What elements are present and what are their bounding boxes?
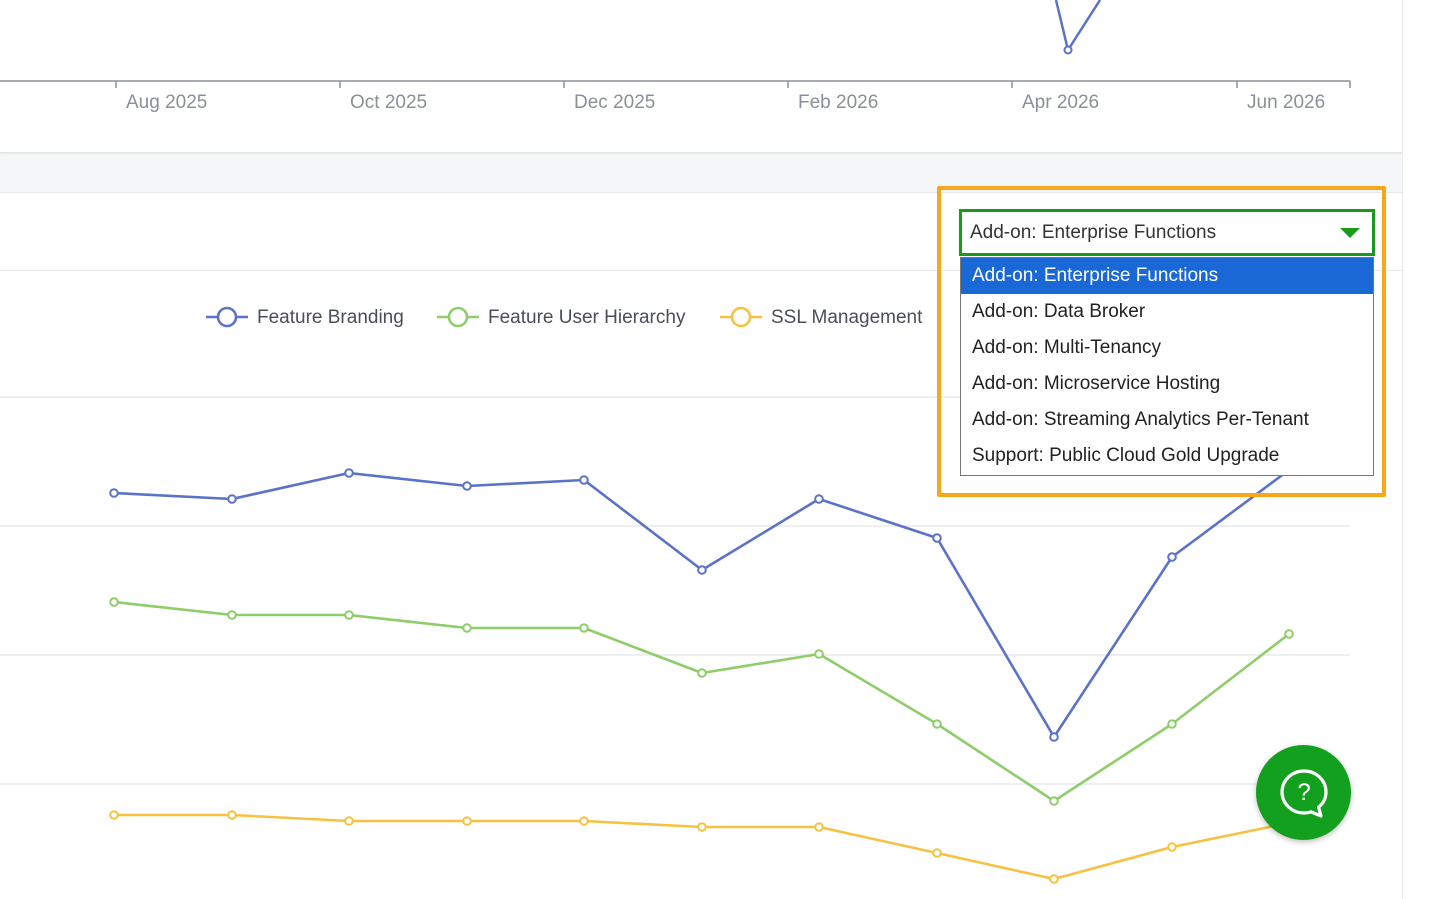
series-point [814,494,824,504]
chart-legend: Feature Branding Feature User Hierarchy SS… [206,306,923,328]
series-point [109,597,119,607]
series-point [697,565,707,575]
series-point [932,848,942,858]
help-chat-icon: ? [1279,768,1328,818]
top-series-point [1063,45,1073,55]
series-point [932,719,942,729]
legend-marker [216,306,238,328]
series-point [814,822,824,832]
series-point [227,494,237,504]
series-point [579,623,589,633]
product-select-value: Add-on: Enterprise Functions [970,221,1217,243]
product-option[interactable]: Add-on: Microservice Hosting [972,373,1221,394]
series-point [1049,732,1059,742]
legend-marker [730,306,752,328]
top-chart-card [0,0,1402,153]
chevron-down-icon[interactable] [1340,228,1360,238]
series-point [227,610,237,620]
product-select[interactable]: Add-on: Enterprise Functions [959,209,1375,256]
series-point [697,668,707,678]
top-x-tick-label: Dec 2025 [574,92,655,113]
series-line [113,600,1290,803]
product-select-options: Add-on: Enterprise Functions Add-on: Data… [960,257,1374,476]
top-series-line [1054,0,1102,54]
top-x-tick-label: Oct 2025 [350,92,427,113]
legend-label: Feature User Hierarchy [488,307,686,328]
series-point [1167,552,1177,562]
top-x-tick-label: Aug 2025 [126,92,207,113]
top-x-tick-label: Feb 2026 [798,92,878,113]
series-point [814,649,824,659]
series-point [462,623,472,633]
series-line [113,468,1290,739]
series-point [579,475,589,485]
legend-label: SSL Management [771,307,923,328]
top-x-ticks: Aug 2025 Oct 2025 Dec 2025 Feb 2026 Apr 2026… [115,81,1351,113]
series-point [344,816,354,826]
series-point [344,610,354,620]
series-point [344,468,354,478]
svg-text:?: ? [1297,779,1310,806]
series-point [1284,629,1294,639]
series-point [1049,874,1059,884]
product-option[interactable]: Add-on: Enterprise Functions [961,258,1373,294]
series-point [109,810,119,820]
series-point [579,816,589,826]
card-header-divider [0,270,1402,271]
series-point [1167,842,1177,852]
top-x-tick-label: Jun 2026 [1247,92,1325,113]
legend-label: Feature Branding [257,307,404,328]
series-point [462,816,472,826]
scroll-gutter [1402,0,1441,899]
top-x-tick-label: Apr 2026 [1022,92,1099,113]
series-point [932,533,942,543]
series-point [1049,796,1059,806]
product-option[interactable]: Add-on: Multi-Tenancy [972,337,1162,358]
help-chat-button[interactable]: ? [1256,745,1351,840]
legend-marker [447,306,469,328]
series-point [109,488,119,498]
series-point [462,481,472,491]
product-option[interactable]: Add-on: Data Broker [972,301,1146,322]
series-point [697,822,707,832]
product-option[interactable]: Support: Public Cloud Gold Upgrade [972,445,1280,466]
top-chart: Aug 2025 Oct 2025 Dec 2025 Feb 2026 Apr 2026… [0,0,1351,113]
series-point [1167,719,1177,729]
chart-series [109,465,1294,884]
series-point [227,810,237,820]
product-option[interactable]: Add-on: Streaming Analytics Per-Tenant [972,409,1309,430]
